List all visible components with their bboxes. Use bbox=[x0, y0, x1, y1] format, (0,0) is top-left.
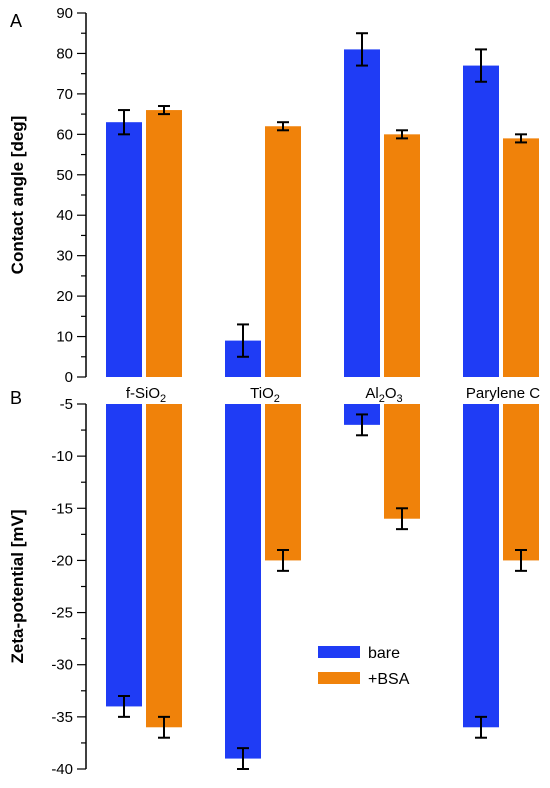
y-axis-title-a: Contact angle [deg] bbox=[8, 116, 27, 275]
category-label-3: Parylene C bbox=[466, 385, 540, 402]
error-bar-a-bsa-0 bbox=[158, 105, 170, 116]
y-tick-label: 70 bbox=[56, 86, 73, 103]
error-bar-b-bare-2 bbox=[356, 413, 368, 437]
y-tick-label: 10 bbox=[56, 329, 73, 346]
y-tick-label: -20 bbox=[51, 552, 73, 569]
y-axis-title-b: Zeta-potential [mV] bbox=[8, 510, 27, 664]
error-bar-b-bsa-0 bbox=[158, 715, 170, 739]
error-bar-a-bare-0 bbox=[118, 109, 130, 136]
bar-a-bsa-1 bbox=[265, 126, 301, 377]
legend-swatch-0 bbox=[318, 646, 360, 658]
bar-a-bare-2 bbox=[344, 49, 380, 378]
y-tick-label: 50 bbox=[56, 167, 73, 184]
category-labels: f-SiO2 TiO2 Al2O3 Parylene C bbox=[126, 385, 540, 405]
y-tick-label: 90 bbox=[56, 5, 73, 22]
panel-b: -5 -10 -15 -20 -25 -30 -35 -40 Zeta-potential [m… bbox=[8, 388, 539, 778]
error-bar-a-bsa-2 bbox=[396, 129, 408, 140]
category-label-0: f-SiO2 bbox=[126, 385, 166, 405]
bar-b-bare-1 bbox=[225, 404, 261, 759]
bar-a-bsa-0 bbox=[146, 110, 182, 378]
y-tick-label: -40 bbox=[51, 761, 73, 778]
bar-b-bsa-3 bbox=[503, 404, 539, 561]
category-label-1: TiO2 bbox=[250, 385, 280, 405]
error-bar-b-bare-1 bbox=[237, 747, 249, 770]
panel-a: 0 10 20 30 40 50 60 70 80 90 Contact angle [deg] A bbox=[8, 5, 539, 386]
y-tick-label: -15 bbox=[51, 500, 73, 517]
legend-label-1: +BSA bbox=[368, 671, 410, 688]
bar-b-bsa-1 bbox=[265, 404, 301, 561]
bar-b-bare-0 bbox=[106, 404, 142, 707]
y-tick-label: 20 bbox=[56, 288, 73, 305]
bar-b-bare-3 bbox=[463, 404, 499, 728]
error-bar-a-bare-3 bbox=[475, 48, 487, 83]
bar-b-bsa-0 bbox=[146, 404, 182, 728]
category-label-2: Al2O3 bbox=[365, 385, 402, 405]
y-tick-label: 0 bbox=[65, 369, 73, 386]
error-bar-a-bsa-1 bbox=[277, 121, 289, 132]
panel-label-b: B bbox=[10, 388, 22, 408]
error-bar-a-bare-1 bbox=[237, 323, 249, 358]
panel-label-a: A bbox=[10, 11, 22, 31]
error-bar-b-bsa-3 bbox=[515, 549, 527, 572]
bar-b-bsa-2 bbox=[384, 404, 420, 519]
error-bar-a-bsa-3 bbox=[515, 133, 527, 144]
bar-a-bare-0 bbox=[106, 122, 142, 377]
error-bar-b-bsa-2 bbox=[396, 507, 408, 531]
error-bar-b-bsa-1 bbox=[277, 549, 289, 572]
error-bar-b-bare-0 bbox=[118, 695, 130, 718]
y-tick-label: 30 bbox=[56, 248, 73, 265]
y-tick-label: -35 bbox=[51, 709, 73, 726]
y-tick-label: 60 bbox=[56, 126, 73, 143]
error-bar-a-bare-2 bbox=[356, 32, 368, 67]
bar-a-bsa-3 bbox=[503, 138, 539, 377]
error-bar-b-bare-3 bbox=[475, 715, 487, 739]
bar-a-bare-3 bbox=[463, 65, 499, 378]
y-tick-label: 40 bbox=[56, 207, 73, 224]
y-tick-label: -10 bbox=[51, 448, 73, 465]
y-tick-label: -30 bbox=[51, 657, 73, 674]
legend: bare +BSA bbox=[318, 645, 410, 688]
y-tick-label: 80 bbox=[56, 45, 73, 62]
bar-a-bsa-2 bbox=[384, 134, 420, 377]
legend-swatch-1 bbox=[318, 672, 360, 684]
y-tick-label: -25 bbox=[51, 605, 73, 622]
y-tick-label: -5 bbox=[60, 396, 73, 413]
legend-label-0: bare bbox=[368, 645, 400, 662]
